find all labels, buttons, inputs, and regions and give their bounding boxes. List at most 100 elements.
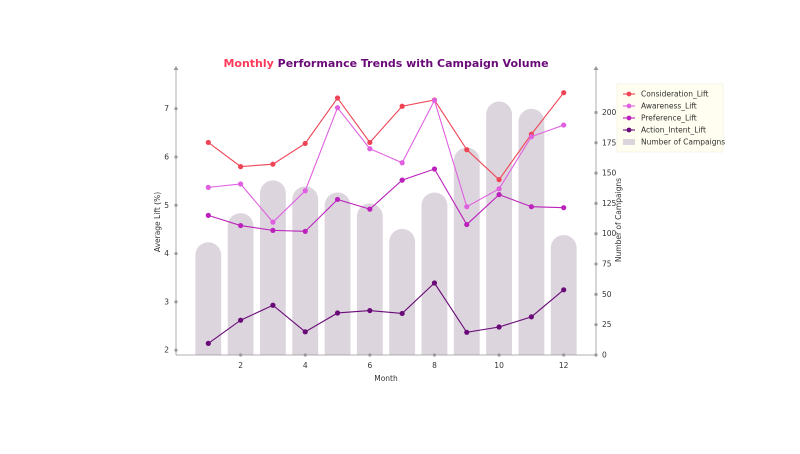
chart-title-rest: Performance Trends with Campaign Volume	[274, 57, 549, 70]
data-point	[561, 122, 567, 128]
y-tick	[174, 348, 178, 352]
series-line	[207, 282, 565, 344]
y2-tick	[594, 323, 598, 327]
legend-bar-swatch	[623, 139, 635, 145]
y2-tick	[594, 171, 598, 175]
y2-tick	[594, 232, 598, 236]
y2-tick-label: 150	[602, 169, 617, 178]
data-point	[496, 192, 502, 198]
y-tick	[174, 155, 178, 159]
campaign-bar	[421, 192, 448, 355]
y2-axis-arrow	[593, 66, 599, 70]
chart-title: Monthly Performance Trends with Campaign…	[223, 57, 548, 70]
x-tick	[303, 353, 307, 357]
data-point	[496, 324, 502, 330]
data-point	[399, 310, 405, 317]
x-tick	[432, 353, 437, 357]
series-consideration-lift	[205, 90, 567, 183]
y2-tick	[594, 201, 598, 206]
legend-label: Awareness_Lift	[641, 102, 697, 111]
y2-tick-label: 200	[602, 108, 617, 117]
y-tick-label: 3	[164, 297, 169, 306]
data-point	[334, 95, 341, 101]
data-point	[399, 177, 405, 183]
legend-marker	[626, 103, 632, 109]
data-point	[302, 188, 308, 194]
data-point	[561, 205, 567, 211]
data-point	[205, 139, 211, 146]
y2-tick	[594, 292, 598, 296]
data-point	[367, 206, 373, 212]
data-point	[528, 204, 534, 210]
data-point	[334, 105, 341, 111]
campaign-bar	[195, 242, 222, 355]
axes: 2 4 6 8 10 12 2 3 4 5 6 7 0 25 50 75 100 125 150 175 200	[164, 66, 617, 370]
y-tick	[174, 107, 178, 111]
x-tick	[497, 353, 501, 357]
y2-tick-label: 100	[602, 229, 617, 238]
y-tick-label: 5	[164, 201, 169, 210]
data-point	[431, 280, 438, 286]
series-preference-lift	[205, 166, 567, 234]
series-awareness-lift	[205, 97, 567, 225]
data-point	[270, 219, 276, 225]
series-action-intent-lift	[205, 280, 567, 347]
y-tick-label: 7	[164, 104, 169, 113]
data-point	[561, 90, 567, 96]
x-tick	[368, 353, 372, 357]
campaign-bar	[389, 228, 416, 355]
x-axis-title: Month	[374, 374, 398, 383]
data-point	[302, 140, 308, 147]
campaign-bars	[195, 101, 577, 356]
campaign-bar	[260, 180, 286, 355]
campaign-bar	[292, 186, 319, 355]
legend-label: Number of Campaigns	[641, 138, 725, 147]
data-point	[367, 146, 373, 152]
x-tick	[562, 353, 566, 357]
data-point	[367, 139, 373, 146]
y-tick	[174, 251, 178, 256]
data-point	[528, 314, 534, 320]
y2-tick-label: 175	[602, 138, 617, 147]
y2-tick-label: 0	[602, 351, 607, 360]
legend-label: Preference_Lift	[641, 114, 697, 123]
data-point	[496, 186, 502, 192]
y2-tick-label: 75	[602, 260, 612, 269]
y2-tick	[594, 353, 598, 357]
data-point	[302, 228, 308, 234]
legend-marker	[626, 91, 632, 97]
data-point	[399, 160, 405, 166]
chart-title-highlight: Monthly	[223, 57, 273, 70]
campaign-bar	[453, 147, 480, 355]
data-point	[238, 317, 244, 323]
campaign-bar	[486, 101, 512, 355]
series-line	[207, 92, 565, 181]
y2-tick	[594, 110, 598, 115]
y-tick-label: 4	[164, 249, 169, 258]
x-tick-label: 2	[238, 361, 243, 370]
data-point	[464, 221, 470, 228]
x-tick-label: 12	[559, 361, 569, 370]
y2-tick-label: 50	[602, 290, 612, 299]
campaign-bar	[356, 203, 383, 355]
data-point	[367, 307, 373, 314]
data-point	[528, 134, 534, 140]
legend-marker	[626, 115, 632, 121]
y-tick	[174, 300, 178, 304]
y-axis-title: Average Lift (%)	[153, 192, 162, 252]
x-tick-label: 10	[494, 361, 504, 370]
y-axis-arrow	[173, 66, 179, 70]
data-point	[302, 329, 308, 335]
data-point	[561, 287, 567, 293]
y2-tick	[594, 141, 598, 145]
data-point	[238, 181, 244, 187]
campaign-bar	[550, 234, 577, 355]
legend-label: Action_Intent_Lift	[641, 126, 706, 135]
data-point	[464, 204, 470, 210]
x-tick	[239, 353, 243, 357]
campaign-bar	[227, 213, 254, 355]
data-point	[464, 329, 470, 335]
data-point	[238, 222, 244, 229]
